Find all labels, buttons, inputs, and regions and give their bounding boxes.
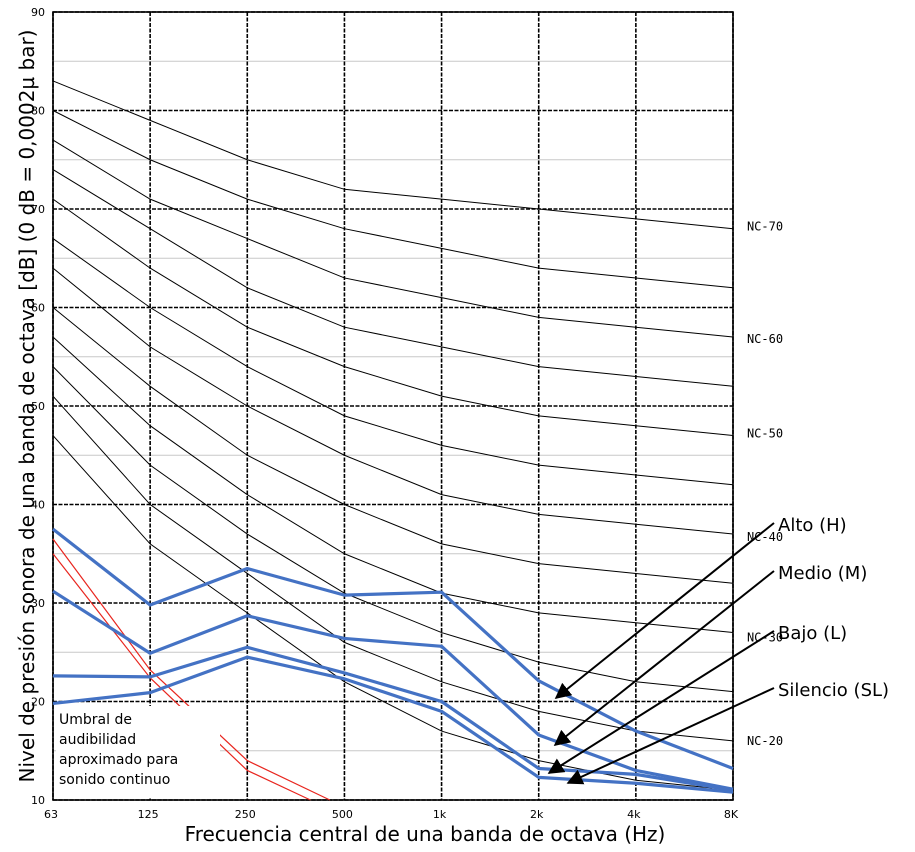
y-tick-label: 80: [31, 105, 45, 118]
nc-curve: [52, 139, 734, 338]
legend-arrow: [566, 687, 775, 785]
x-tick-label: 1k: [433, 808, 447, 821]
nc-label: NC-60: [747, 332, 783, 346]
tick-labels: 10 20 30 40 50 60 70 80 90 63 125 250 500 1k 2k 4k 8K: [31, 6, 739, 821]
y-tick-label: 60: [31, 302, 45, 315]
series-line: [52, 655, 734, 794]
grid: [52, 11, 734, 801]
x-tick-label: 4k: [627, 808, 641, 821]
x-tick-label: 250: [235, 808, 256, 821]
x-tick-label: 63: [44, 808, 58, 821]
legend-label: Silencio (SL): [778, 680, 889, 701]
legend: Alto (H) Medio (M) Bajo (L) Silencio (SL): [547, 515, 889, 785]
nc-curve: [52, 267, 734, 535]
x-tick-label: 500: [332, 808, 353, 821]
nc-label: NC-40: [747, 530, 783, 544]
x-tick-label: 2k: [530, 808, 544, 821]
series-line: [52, 527, 734, 770]
nc-curve: [52, 238, 734, 486]
nc-curve: [52, 198, 734, 437]
series-lines: [52, 527, 734, 794]
note-line: audibilidad: [59, 732, 136, 748]
legend-label: Medio (M): [778, 563, 867, 584]
note-background: [56, 706, 220, 798]
legend-arrow: [547, 630, 775, 774]
nc-label: NC-50: [747, 427, 783, 441]
legend-label: Alto (H): [778, 515, 847, 536]
x-tick-label: 8K: [724, 808, 739, 821]
nc-curve: [52, 435, 734, 791]
series-line: [52, 589, 734, 791]
y-tick-label: 30: [31, 597, 45, 610]
nc-label: NC-70: [747, 220, 783, 234]
nc-label: NC-20: [747, 734, 783, 748]
legend-arrow: [554, 522, 775, 700]
threshold-note: Umbral de audibilidad aproximado para sonid…: [56, 706, 220, 798]
x-tick-label: 125: [138, 808, 159, 821]
series-line: [52, 645, 734, 792]
y-tick-label: 50: [31, 400, 45, 413]
y-tick-label: 70: [31, 203, 45, 216]
note-line: aproximado para: [59, 752, 178, 768]
x-axis-title: Frecuencia central de una banda de octav…: [185, 822, 666, 846]
plot-frame: [52, 11, 734, 801]
note-line: sonido continuo: [59, 772, 170, 788]
nc-curve: [52, 366, 734, 693]
nc-curves: [52, 80, 734, 791]
legend-arrow: [553, 570, 775, 746]
nc-curve: [52, 80, 734, 230]
nc-curve: [52, 336, 734, 634]
y-tick-label: 40: [31, 499, 45, 512]
y-tick-label: 90: [31, 6, 45, 19]
nc-curve: [52, 307, 734, 584]
nc-curve: [52, 110, 734, 289]
note-line: Umbral de: [59, 712, 132, 728]
legend-label: Bajo (L): [778, 623, 847, 644]
y-tick-label: 20: [31, 696, 45, 709]
y-tick-label: 10: [31, 794, 45, 807]
nc-curve: [52, 169, 734, 387]
y-axis-title: Nivel de presión sonora de una banda de …: [15, 30, 39, 783]
